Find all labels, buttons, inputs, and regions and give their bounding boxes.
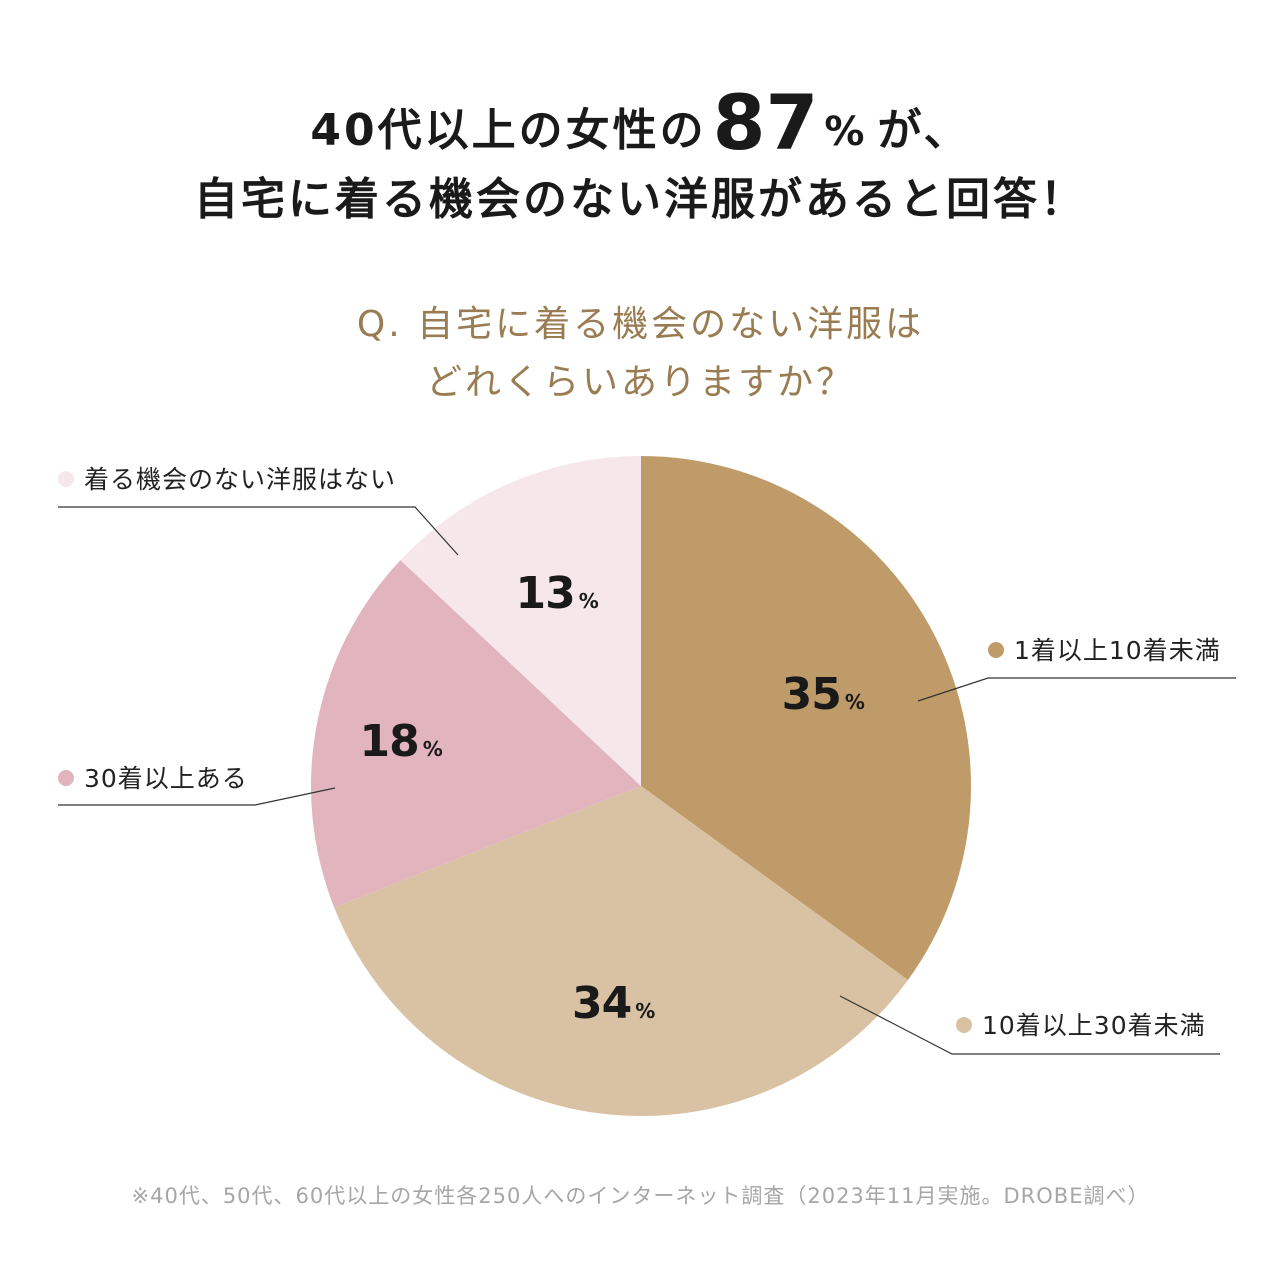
slice-value-label: 13% xyxy=(515,568,598,619)
legend-dot-icon xyxy=(956,1017,972,1033)
leader-line xyxy=(58,787,336,806)
legend-dot-icon xyxy=(58,471,74,487)
footnote: ※40代、50代、60代以上の女性各250人へのインターネット調査（2023年1… xyxy=(131,1184,1150,1208)
headline-line-2: 自宅に着る機会のない洋服があると回答！ xyxy=(194,174,1087,225)
legend-label: 着る機会のない洋服はない xyxy=(84,465,397,494)
legend-dot-icon xyxy=(988,642,1004,658)
pie-slice xyxy=(641,456,971,980)
question-line-1: Q. 自宅に着る機会のない洋服は xyxy=(356,304,925,345)
pie-slice xyxy=(334,786,908,1116)
headline-unit: % xyxy=(824,109,868,155)
headline-prefix: 40代以上の女性の xyxy=(310,105,707,156)
legend-label: 1着以上10着未満 xyxy=(1014,636,1221,665)
slice-value-label: 18% xyxy=(359,716,442,767)
legend-label: 30着以上ある xyxy=(84,764,248,793)
headline-number: 87 xyxy=(712,78,819,167)
question-line-2: どれくらいありますか？ xyxy=(425,362,855,403)
leader-line xyxy=(58,506,459,556)
leader-line xyxy=(839,995,1220,1055)
legend-item: 1着以上10着未満 xyxy=(988,634,1221,668)
pie-slice xyxy=(400,456,641,786)
legend-label: 10着以上30着未満 xyxy=(982,1011,1206,1040)
pie-slice xyxy=(311,560,641,908)
slice-value-label: 34% xyxy=(572,978,655,1029)
legend-dot-icon xyxy=(58,770,74,786)
slice-value-label: 35% xyxy=(782,669,865,720)
headline-line-1: 40代以上の女性の87% が、 xyxy=(0,78,1281,168)
headline-suffix: が、 xyxy=(877,105,971,156)
legend-item: 30着以上ある xyxy=(58,762,248,796)
legend-item: 10着以上30着未満 xyxy=(956,1009,1206,1043)
legend-item: 着る機会のない洋服はない xyxy=(58,463,396,497)
leader-line xyxy=(917,677,1236,702)
